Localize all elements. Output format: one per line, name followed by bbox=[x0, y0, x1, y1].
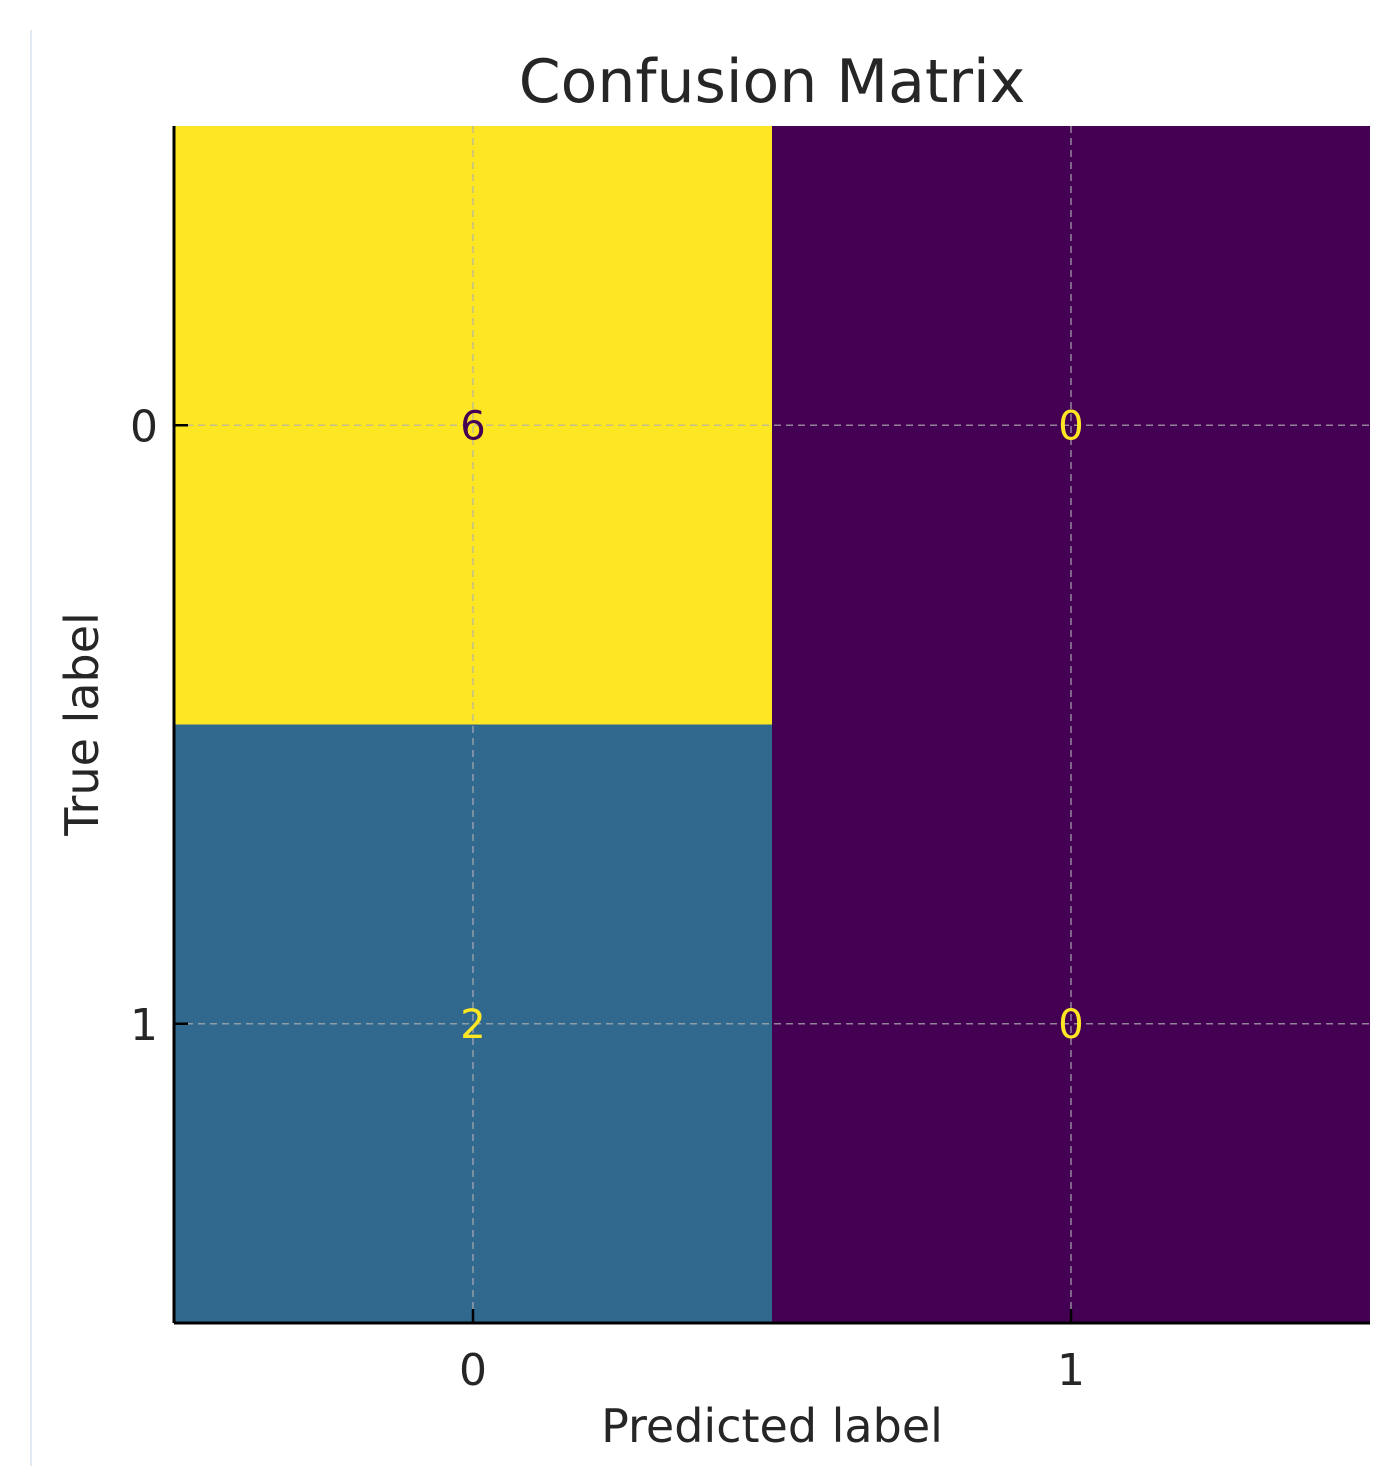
y-axis-ticks: 01 bbox=[130, 401, 188, 1051]
y-tick-label-1: 1 bbox=[130, 1000, 158, 1051]
heatmap-cells bbox=[174, 126, 1370, 1323]
x-tick-label-0: 0 bbox=[459, 1345, 487, 1396]
cell-value-labels: 6 0 2 0 bbox=[460, 403, 1083, 1048]
cell-value-0-1: 0 bbox=[1058, 403, 1083, 449]
x-axis-label: Predicted label bbox=[601, 1399, 943, 1453]
x-tick-label-1: 1 bbox=[1057, 1345, 1085, 1396]
cell-value-1-1: 0 bbox=[1058, 1002, 1083, 1048]
cell-value-0-0: 6 bbox=[460, 403, 485, 449]
cell-value-1-0: 2 bbox=[460, 1002, 485, 1048]
grid-lines bbox=[174, 126, 1370, 1323]
y-axis-label: True label bbox=[55, 612, 109, 837]
chart-title: Confusion Matrix bbox=[519, 47, 1025, 117]
y-tick-label-0: 0 bbox=[130, 401, 158, 452]
page-edge-rule bbox=[30, 30, 32, 1466]
